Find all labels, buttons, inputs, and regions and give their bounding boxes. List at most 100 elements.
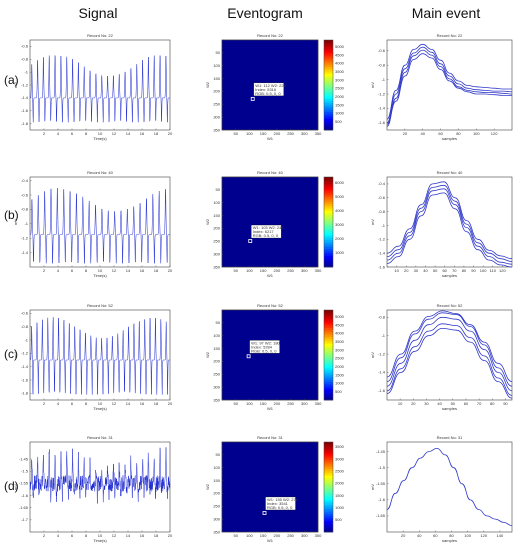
colorbar-segment [324, 464, 333, 468]
y-axis-label: mV [370, 352, 375, 358]
y-tick-label: 50 [216, 320, 221, 325]
panel-3-3: Record No: 52 samples mV 10 20 30 40 50 60 70 80 90… [370, 303, 513, 411]
colorbar-segment [324, 262, 333, 266]
event-series-line [386, 316, 513, 392]
eventogram-area [222, 442, 318, 532]
colorbar-segment [324, 361, 333, 365]
colorbar-frame [323, 441, 334, 533]
column-header-eventogram: Eventogram [227, 5, 302, 21]
colorbar-segment [324, 58, 333, 61]
x-tick-label: 100 [480, 268, 487, 273]
row-label-d: (d) [4, 479, 19, 493]
colorbar-tick-label: 5000 [335, 194, 345, 199]
colorbar-segment [324, 446, 333, 450]
x-tick-label: 90 [471, 268, 476, 273]
colorbar-segment [324, 502, 333, 506]
y-tick-label: -1.8 [21, 391, 29, 396]
colorbar-tick-label: 5000 [335, 314, 345, 319]
colorbar-segment [324, 451, 333, 454]
panel-title: Record No: 31 [87, 435, 114, 440]
y-tick-label: -1 [381, 223, 385, 228]
y-tick-label: -1.2 [21, 351, 29, 356]
y-tick-label: -1 [381, 77, 385, 82]
colorbar-segment [324, 391, 333, 394]
datatip-line: RGB: 0.5, 0, 0 [251, 348, 277, 353]
colorbar-segment [324, 359, 333, 363]
panel-title: Record No: 22 [257, 33, 284, 38]
colorbar-segment [324, 217, 333, 221]
colorbar-segment [324, 94, 333, 97]
datatip-line: Index: 5284 [251, 344, 273, 349]
signal-trace [29, 447, 171, 504]
y-tick-label: -1.2 [21, 82, 29, 87]
colorbar-segment [324, 444, 333, 447]
colorbar-segment [324, 215, 333, 218]
colorbar-segment [324, 114, 333, 117]
colorbar-segment [324, 453, 333, 456]
colorbar-segment [324, 507, 333, 510]
x-tick-label: 100 [246, 401, 253, 406]
x-tick-label: 10 [98, 533, 103, 538]
y-tick-label: -1 [24, 69, 28, 74]
colorbar-tick-label: 500 [335, 389, 342, 394]
y-tick-label: 150 [213, 478, 220, 483]
y-tick-label: 350 [213, 529, 220, 534]
x-tick-label: 120 [480, 533, 487, 538]
x-tick-label: 12 [112, 533, 117, 538]
colorbar-segment [324, 366, 333, 369]
colorbar-segment [324, 337, 333, 340]
event-series-line [386, 447, 513, 526]
x-tick-label: 4 [57, 401, 60, 406]
y-tick-label: 50 [216, 452, 221, 457]
colorbar-segment [324, 87, 333, 90]
x-tick-label: 10 [98, 268, 103, 273]
y-tick-label: 100 [213, 333, 220, 338]
y-tick-label: -1.2 [378, 351, 386, 356]
y-tick-label: -1 [24, 221, 28, 226]
colorbar-segment [324, 368, 333, 372]
x-tick-label: 150 [260, 533, 267, 538]
y-tick-label: -1.55 [19, 481, 29, 486]
x-tick-label: 2 [43, 533, 46, 538]
colorbar-segment [324, 379, 333, 383]
column-header-main-event: Main event [412, 5, 481, 21]
colorbar-segment [324, 127, 333, 131]
y-tick-label: 200 [213, 359, 220, 364]
y-tick-label: -1 [381, 333, 385, 338]
colorbar-segment [324, 382, 333, 385]
y-tick-label: 150 [213, 346, 220, 351]
x-tick-label: 8 [85, 533, 88, 538]
y-axis-label: W2 [205, 351, 210, 358]
y-tick-label: -0.8 [21, 57, 29, 62]
colorbar-segment [324, 487, 333, 490]
colorbar-segment [324, 314, 333, 318]
colorbar-segment [324, 112, 333, 115]
colorbar-segment [324, 442, 333, 445]
plot-frame-overlay [221, 309, 319, 401]
colorbar-segment [324, 386, 333, 390]
x-axis-label: W1 [267, 273, 274, 278]
y-tick-label: 300 [213, 384, 220, 389]
datatip-line: W1: 112 W2: 229 [255, 83, 286, 88]
colorbar-segment [324, 107, 333, 111]
colorbar-segment [324, 233, 333, 236]
colorbar-segment [324, 357, 333, 360]
colorbar-segment [324, 348, 333, 351]
eventogram-area [222, 310, 318, 400]
colorbar-segment [324, 518, 333, 522]
colorbar-segment [324, 316, 333, 320]
colorbar-segment [324, 64, 333, 68]
event-series-line [386, 312, 513, 387]
colorbar-tick-label: 1500 [335, 493, 345, 498]
colorbar-tick-label: 2000 [335, 94, 345, 99]
colorbar-tick-label: 6000 [335, 180, 345, 185]
x-axis-label: samples [442, 136, 457, 141]
x-axis-label: Time(s) [93, 406, 107, 411]
colorbar-segment [324, 471, 333, 474]
panel-4-3: Record No: 31 samples mV 20 40 60 80 100 120 140 -… [370, 435, 513, 543]
x-tick-label: 2 [43, 401, 46, 406]
colorbar-segment [324, 330, 333, 333]
colorbar-segment [324, 251, 333, 254]
colorbar-segment [324, 373, 333, 376]
colorbar-segment [324, 69, 333, 72]
